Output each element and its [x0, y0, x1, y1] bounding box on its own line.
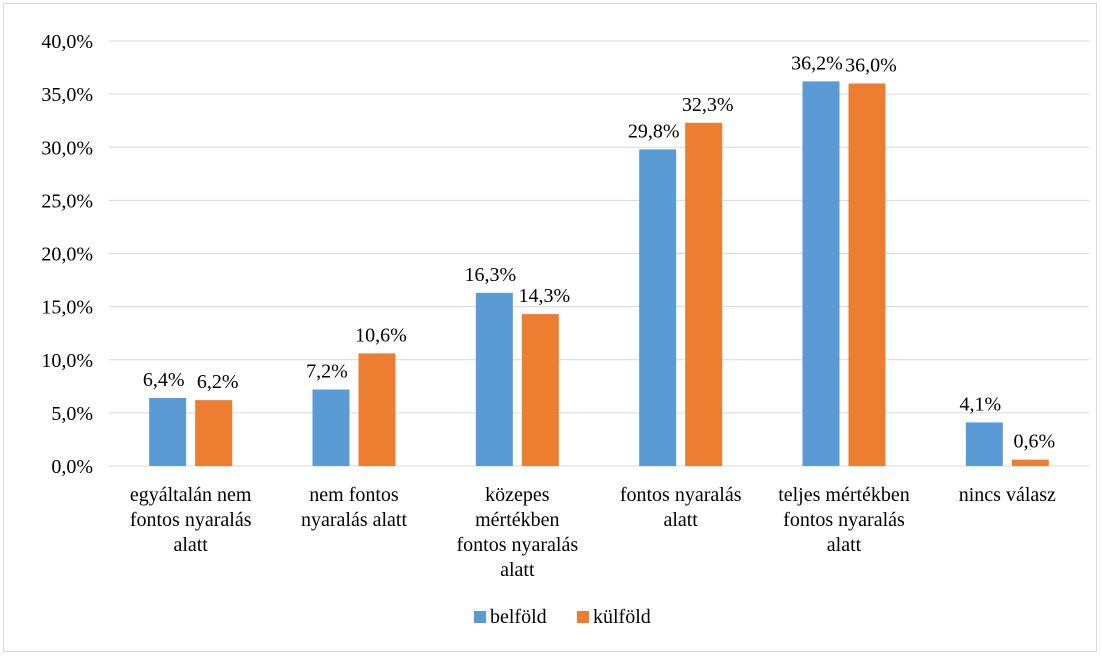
bar-külföld — [1011, 459, 1049, 466]
y-tick-label: 20,0% — [41, 244, 93, 266]
bar-chart: 0,0% 5,0% 10,0% 15,0% 20,0% 25,0% 30,0% 35,0% 40… — [41, 31, 1089, 628]
bar-belföld — [639, 149, 677, 466]
y-tick-label: 25,0% — [41, 190, 93, 212]
y-axis: 0,0% 5,0% 10,0% 15,0% 20,0% 25,0% 30,0% 35,0% 40… — [41, 31, 1089, 478]
gridlines — [109, 40, 1089, 467]
data-labels: 6,4% 6,2% 7,2% 10,6% 16,3%14,3% 29,8%32,3% 36,… — [143, 52, 1055, 452]
bar-belföld — [802, 81, 840, 466]
data-label: 29,8% — [628, 120, 680, 142]
bar-külföld — [358, 353, 396, 466]
chart-frame: 0,0% 5,0% 10,0% 15,0% 20,0% 25,0% 30,0% 35,0% 40… — [3, 3, 1097, 652]
bar-belföld — [312, 389, 350, 466]
bar-belföld — [149, 398, 187, 466]
legend: belföld külföld — [474, 606, 651, 628]
category-label: egyáltalán nem fontos nyaralás alatt — [130, 484, 252, 556]
data-label: 16,3% — [464, 264, 516, 286]
bar-belföld — [965, 422, 1003, 466]
data-label: 4,1% — [959, 393, 1001, 415]
y-tick-label: 0,0% — [51, 456, 93, 478]
legend-swatch-külföld — [577, 611, 589, 623]
y-tick-label: 15,0% — [41, 297, 93, 319]
y-tick-label: 35,0% — [41, 84, 93, 106]
data-label: 36,2% — [791, 52, 843, 74]
legend-swatch-belföld — [474, 611, 486, 623]
category-label: nem fontos nyaralás alatt — [301, 484, 407, 531]
category-label: fontos nyaralás alatt — [620, 484, 742, 531]
bar-belföld — [475, 292, 513, 466]
x-axis: egyáltalán nem fontos nyaralás alatt nem fo… — [130, 484, 1056, 581]
y-tick-label: 10,0% — [41, 350, 93, 372]
bar-külföld — [521, 314, 559, 466]
bar-külföld — [848, 83, 886, 466]
bar-külföld — [195, 400, 233, 466]
data-label: 36,0% — [845, 55, 897, 77]
data-label: 10,6% — [355, 324, 407, 346]
bar-külföld — [685, 122, 723, 466]
data-label: 14,3% — [518, 285, 570, 307]
data-label: 32,3% — [682, 94, 734, 116]
category-label: teljes mértékben fontos nyaralás alatt — [778, 484, 910, 556]
y-tick-label: 5,0% — [51, 403, 93, 425]
y-tick-label: 30,0% — [41, 137, 93, 159]
data-label: 7,2% — [306, 361, 348, 383]
category-label: közepes mértékben fontos nyaralás alatt — [457, 484, 579, 581]
data-label: 6,4% — [143, 369, 185, 391]
legend-label-belföld: belföld — [490, 606, 547, 628]
bars — [149, 81, 1049, 466]
legend-label-külföld: külföld — [593, 606, 651, 628]
data-label: 0,6% — [1013, 431, 1055, 453]
category-label: nincs válasz — [959, 484, 1056, 506]
y-tick-label: 40,0% — [41, 31, 93, 53]
data-label: 6,2% — [197, 371, 239, 393]
